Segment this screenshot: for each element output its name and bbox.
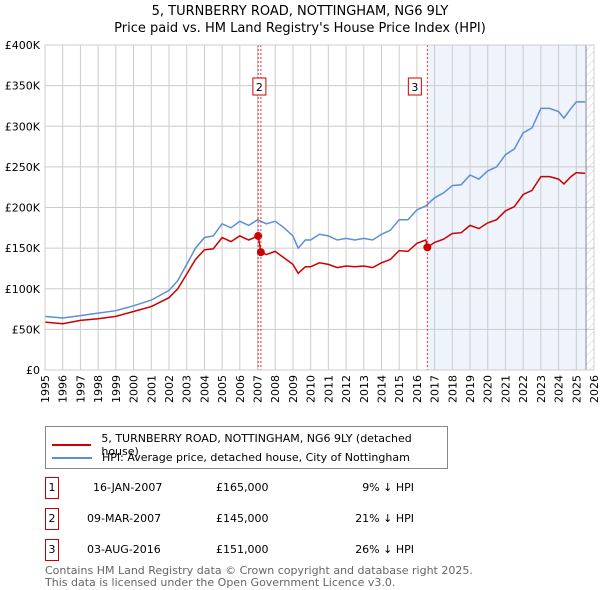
transaction-row: 3 03-AUG-2016 £151,000 26% ↓ HPI — [45, 539, 445, 561]
x-tick-label: 2000 — [128, 375, 141, 403]
x-tick-label: 2025 — [570, 375, 583, 403]
x-tick-label: 2020 — [482, 375, 495, 403]
y-tick-label: £400K — [5, 39, 41, 52]
transaction-date: 16-JAN-2007 — [93, 481, 163, 494]
x-tick-label: 1995 — [39, 375, 52, 403]
sale-point — [256, 248, 265, 257]
x-tick-label: 2009 — [287, 375, 300, 403]
footer-line-2: This data is licensed under the Open Gov… — [45, 576, 396, 589]
x-tick-label: 1997 — [74, 375, 87, 403]
legend: 5, TURNBERRY ROAD, NOTTINGHAM, NG6 9LY (… — [45, 426, 448, 469]
x-tick-label: 2022 — [517, 375, 530, 403]
x-tick-label: 2010 — [305, 375, 318, 403]
x-tick-label: 2014 — [375, 375, 388, 403]
x-tick-label: 2003 — [181, 375, 194, 403]
transaction-date: 09-MAR-2007 — [87, 512, 162, 525]
transaction-hpi-diff: 26% ↓ HPI — [355, 543, 414, 556]
x-tick-label: 2024 — [553, 375, 566, 403]
transaction-price: £151,000 — [216, 543, 269, 556]
x-tick-label: 2007 — [252, 375, 265, 403]
series-line — [44, 171, 586, 325]
legend-label-hpi: HPI: Average price, detached house, City… — [102, 451, 410, 464]
x-tick-label: 2021 — [499, 375, 512, 403]
transaction-price: £165,000 — [216, 481, 269, 494]
plot-frame — [44, 44, 595, 371]
x-tick-label: 2006 — [234, 375, 247, 403]
transaction-price: £145,000 — [216, 512, 269, 525]
y-tick-label: £200K — [5, 202, 41, 215]
transaction-row: 2 09-MAR-2007 £145,000 21% ↓ HPI — [45, 508, 445, 530]
x-tick-label: 2019 — [464, 375, 477, 403]
y-tick-label: £100K — [5, 283, 41, 296]
x-tick-label: 1999 — [110, 375, 123, 403]
x-tick-label: 2011 — [322, 375, 335, 403]
sale-marker-label: 3 — [411, 81, 418, 94]
series-line — [44, 101, 586, 319]
footer-line-1: Contains HM Land Registry data © Crown c… — [45, 564, 473, 577]
legend-swatch-blue — [52, 456, 92, 459]
sale-point — [423, 243, 432, 252]
sale-point — [254, 231, 263, 240]
x-tick-label: 2012 — [340, 375, 353, 403]
x-tick-label: 2002 — [163, 375, 176, 403]
x-tick-label: 1998 — [92, 375, 105, 403]
transaction-number: 1 — [45, 477, 59, 499]
transaction-number: 2 — [45, 508, 59, 530]
x-tick-label: 2023 — [535, 375, 548, 403]
y-tick-label: £250K — [5, 161, 41, 174]
transaction-hpi-diff: 9% ↓ HPI — [362, 481, 414, 494]
x-tick-label: 2026 — [588, 375, 600, 403]
x-tick-label: 2016 — [411, 375, 424, 403]
y-tick-label: £300K — [5, 120, 41, 133]
transaction-row: 1 16-JAN-2007 £165,000 9% ↓ HPI — [45, 477, 445, 499]
x-tick-label: 2018 — [446, 375, 459, 403]
legend-label-property: 5, TURNBERRY ROAD, NOTTINGHAM, NG6 9LY (… — [101, 432, 412, 458]
x-tick-label: 2013 — [358, 375, 371, 403]
x-tick-label: 2004 — [198, 375, 211, 403]
x-tick-label: 2008 — [269, 375, 282, 403]
chart-subtitle: Price paid vs. HM Land Registry's House … — [114, 21, 486, 36]
legend-swatch-red — [52, 444, 92, 446]
y-tick-label: £50K — [12, 323, 41, 336]
sale-marker-label: 2 — [256, 81, 263, 94]
y-tick-label: £0 — [26, 364, 40, 377]
x-tick-label: 1996 — [57, 375, 70, 403]
transaction-number: 3 — [45, 539, 59, 561]
x-tick-label: 2015 — [393, 375, 406, 403]
transaction-date: 03-AUG-2016 — [87, 543, 161, 556]
sale-marker-box — [407, 77, 422, 96]
x-tick-label: 2001 — [145, 375, 158, 403]
x-tick-label: 2017 — [429, 375, 442, 403]
transaction-hpi-diff: 21% ↓ HPI — [355, 512, 414, 525]
x-tick-label: 2005 — [216, 375, 229, 403]
footer: Contains HM Land Registry data © Crown c… — [45, 565, 473, 589]
chart-title: 5, TURNBERRY ROAD, NOTTINGHAM, NG6 9LY — [151, 4, 449, 19]
sale-marker-box — [252, 77, 267, 96]
price-chart: 1995 1996 1997 1998 1999 2000 2001 2002 2003 2004… — [5, 39, 600, 403]
y-tick-label: £150K — [5, 242, 41, 255]
y-tick-label: £350K — [5, 80, 41, 93]
